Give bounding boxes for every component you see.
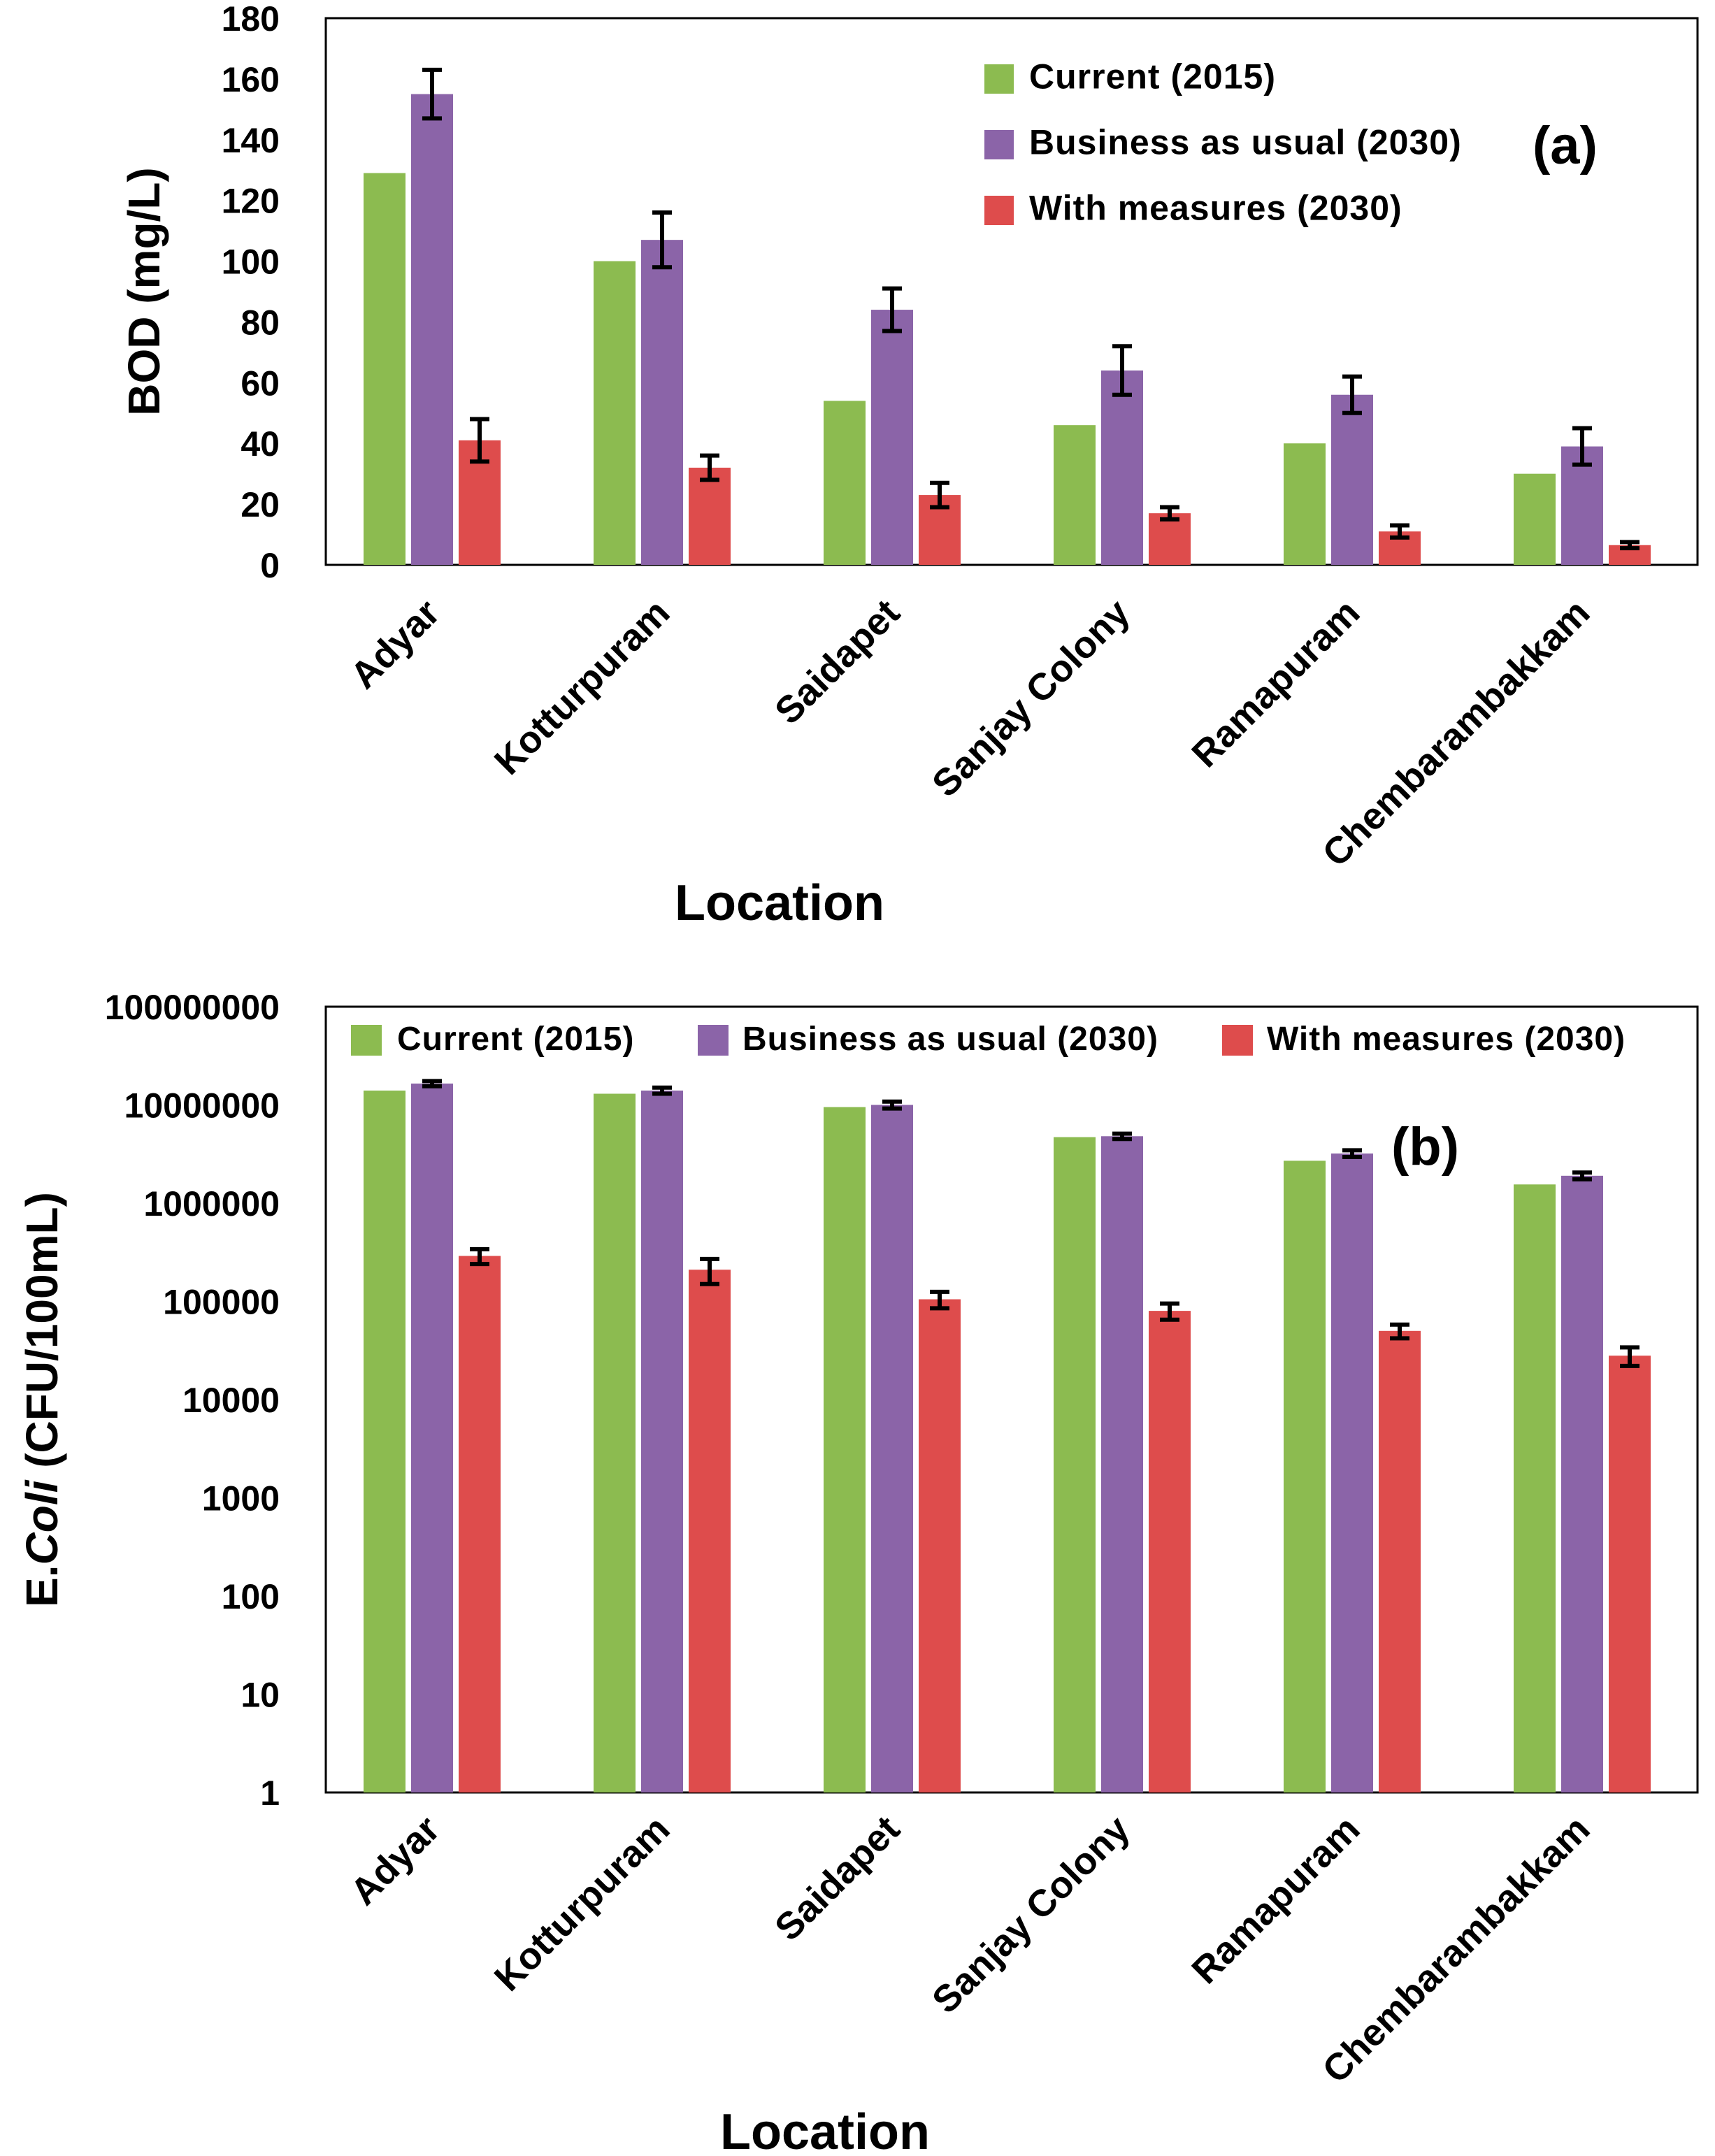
legend-a: Current (2015) Business as usual (2030) Wi… — [984, 57, 1462, 227]
y-ticks-b: 1 10 100 1000 10000 100000 1000000 10000000 1000… — [105, 988, 280, 1813]
y-axis-title-b-suffix: (CFU/100mL) — [17, 1192, 67, 1481]
plot-frame-b — [324, 1005, 1699, 1794]
y-tick-label: 120 — [222, 182, 280, 221]
y-tick-label: 180 — [222, 0, 280, 38]
bar-business-as-usual-2030-sanjay-colony — [1101, 370, 1143, 565]
legend-label-business-as-usual-2030: Business as usual (2030) — [742, 1021, 1158, 1058]
legend-label-with-measures-2030: With measures (2030) — [1267, 1021, 1626, 1058]
bar-with-measures-2030-sanjay-colony — [1149, 1311, 1191, 1792]
bar-current-2015-kotturpuram — [594, 261, 636, 565]
legend-swatch-with-measures-2030 — [984, 196, 1014, 225]
y-tick-label: 20 — [241, 485, 280, 524]
bar-business-as-usual-2030-sanjay-colony — [1101, 1136, 1143, 1792]
bar-current-2015-adyar — [364, 173, 406, 566]
y-axis-title-b-prefix: E. — [17, 1565, 67, 1607]
bar-with-measures-2030-kotturpuram — [689, 467, 731, 565]
x-axis-title-a: Location — [675, 875, 884, 931]
legend-swatch-business-as-usual-2030 — [984, 130, 1014, 159]
x-ticks-b: Adyar Kotturpuram Saidapet Sanjay Colony Ram… — [343, 1808, 1598, 2091]
y-ticks-a: 0 20 40 60 80 100 120 140 160 180 — [222, 0, 280, 585]
legend-b: Current (2015) Business as usual (2030) Wi… — [351, 1021, 1626, 1058]
x-tick-label-ramapuram: Ramapuram — [1184, 1808, 1368, 1992]
y-tick-label: 0 — [260, 546, 280, 585]
x-tick-label-saidapet: Saidapet — [767, 1808, 908, 1949]
bars-b — [364, 1079, 1651, 1792]
x-tick-label-chembarambakkam: Chembarambakkam — [1314, 591, 1598, 875]
x-tick-label-kotturpuram: Kotturpuram — [487, 591, 678, 783]
legend-label-current-2015: Current (2015) — [397, 1021, 634, 1058]
x-tick-label-kotturpuram: Kotturpuram — [487, 1808, 678, 1999]
x-ticks-a: Adyar Kotturpuram Saidapet Sanjay Colony Ram… — [343, 591, 1598, 875]
bar-current-2015-saidapet — [824, 1107, 866, 1792]
bar-with-measures-2030-chembarambakkam — [1609, 1356, 1651, 1792]
bar-with-measures-2030-sanjay-colony — [1149, 513, 1191, 565]
y-tick-label: 100000000 — [105, 988, 280, 1027]
bar-business-as-usual-2030-saidapet — [871, 310, 913, 565]
bar-business-as-usual-2030-saidapet — [871, 1105, 913, 1792]
bar-business-as-usual-2030-ramapuram — [1331, 394, 1373, 565]
bar-business-as-usual-2030-kotturpuram — [641, 1090, 683, 1792]
bar-business-as-usual-2030-adyar — [411, 94, 453, 566]
bar-with-measures-2030-saidapet — [919, 1299, 961, 1792]
y-tick-label: 100 — [222, 1577, 280, 1616]
y-axis-title-b: E.Coli (CFU/100mL) — [17, 1192, 67, 1607]
bar-business-as-usual-2030-ramapuram — [1331, 1154, 1373, 1792]
x-tick-label-sanjay-colony: Sanjay Colony — [924, 1808, 1138, 2022]
legend-label-business-as-usual-2030: Business as usual (2030) — [1029, 122, 1462, 161]
y-tick-label: 10000 — [182, 1381, 280, 1420]
bar-with-measures-2030-kotturpuram — [689, 1270, 731, 1792]
bar-with-measures-2030-ramapuram — [1379, 1330, 1421, 1792]
x-tick-label-adyar: Adyar — [343, 1808, 448, 1913]
y-tick-label: 10 — [241, 1676, 280, 1715]
legend-swatch-business-as-usual-2030 — [698, 1025, 729, 1056]
bar-current-2015-chembarambakkam — [1514, 473, 1556, 565]
x-tick-label-chembarambakkam: Chembarambakkam — [1314, 1808, 1598, 2091]
bod-chart-panel-a: 0 20 40 60 80 100 120 140 160 180 Adyar Kotturpura… — [119, 0, 1699, 931]
x-tick-label-saidapet: Saidapet — [767, 591, 908, 733]
x-tick-label-sanjay-colony: Sanjay Colony — [924, 591, 1138, 805]
y-axis-title-a: BOD (mg/L) — [119, 167, 169, 416]
bar-current-2015-chembarambakkam — [1514, 1184, 1556, 1792]
legend-swatch-current-2015 — [984, 64, 1014, 94]
bar-business-as-usual-2030-kotturpuram — [641, 240, 683, 565]
panel-label-a: (a) — [1533, 116, 1598, 175]
y-tick-label: 1000 — [202, 1479, 280, 1518]
legend-label-with-measures-2030: With measures (2030) — [1029, 188, 1402, 227]
bar-current-2015-sanjay-colony — [1054, 1137, 1096, 1792]
bar-business-as-usual-2030-chembarambakkam — [1561, 1175, 1603, 1792]
bar-with-measures-2030-adyar — [459, 1256, 501, 1792]
y-tick-label: 40 — [241, 424, 280, 463]
y-tick-label: 140 — [222, 121, 280, 160]
y-tick-label: 1 — [260, 1774, 280, 1813]
legend-label-current-2015: Current (2015) — [1029, 57, 1276, 96]
bar-current-2015-kotturpuram — [594, 1093, 636, 1792]
y-tick-label: 100000 — [163, 1283, 280, 1322]
y-tick-label: 80 — [241, 303, 280, 342]
x-tick-label-adyar: Adyar — [343, 591, 448, 697]
y-tick-label: 160 — [222, 60, 280, 99]
ecoli-chart-panel-b: 1 10 100 1000 10000 100000 1000000 10000000 1000… — [17, 988, 1699, 2156]
y-tick-label: 100 — [222, 243, 280, 282]
bar-current-2015-ramapuram — [1284, 443, 1326, 565]
plot-frame-a — [324, 17, 1699, 566]
legend-swatch-current-2015 — [351, 1025, 382, 1056]
bar-current-2015-ramapuram — [1284, 1160, 1326, 1792]
bars-a — [364, 67, 1651, 566]
x-axis-title-b: Location — [720, 2104, 930, 2156]
y-tick-label: 60 — [241, 364, 280, 403]
bar-current-2015-saidapet — [824, 401, 866, 565]
bar-current-2015-adyar — [364, 1090, 406, 1792]
y-tick-label: 10000000 — [124, 1086, 280, 1126]
y-tick-label: 1000000 — [143, 1184, 280, 1223]
x-tick-label-ramapuram: Ramapuram — [1184, 591, 1368, 775]
legend-swatch-with-measures-2030 — [1222, 1025, 1253, 1056]
bar-current-2015-sanjay-colony — [1054, 425, 1096, 565]
panel-label-b: (b) — [1391, 1117, 1459, 1177]
bar-business-as-usual-2030-adyar — [411, 1083, 453, 1792]
y-axis-title-b-italic: Coli — [17, 1479, 67, 1565]
